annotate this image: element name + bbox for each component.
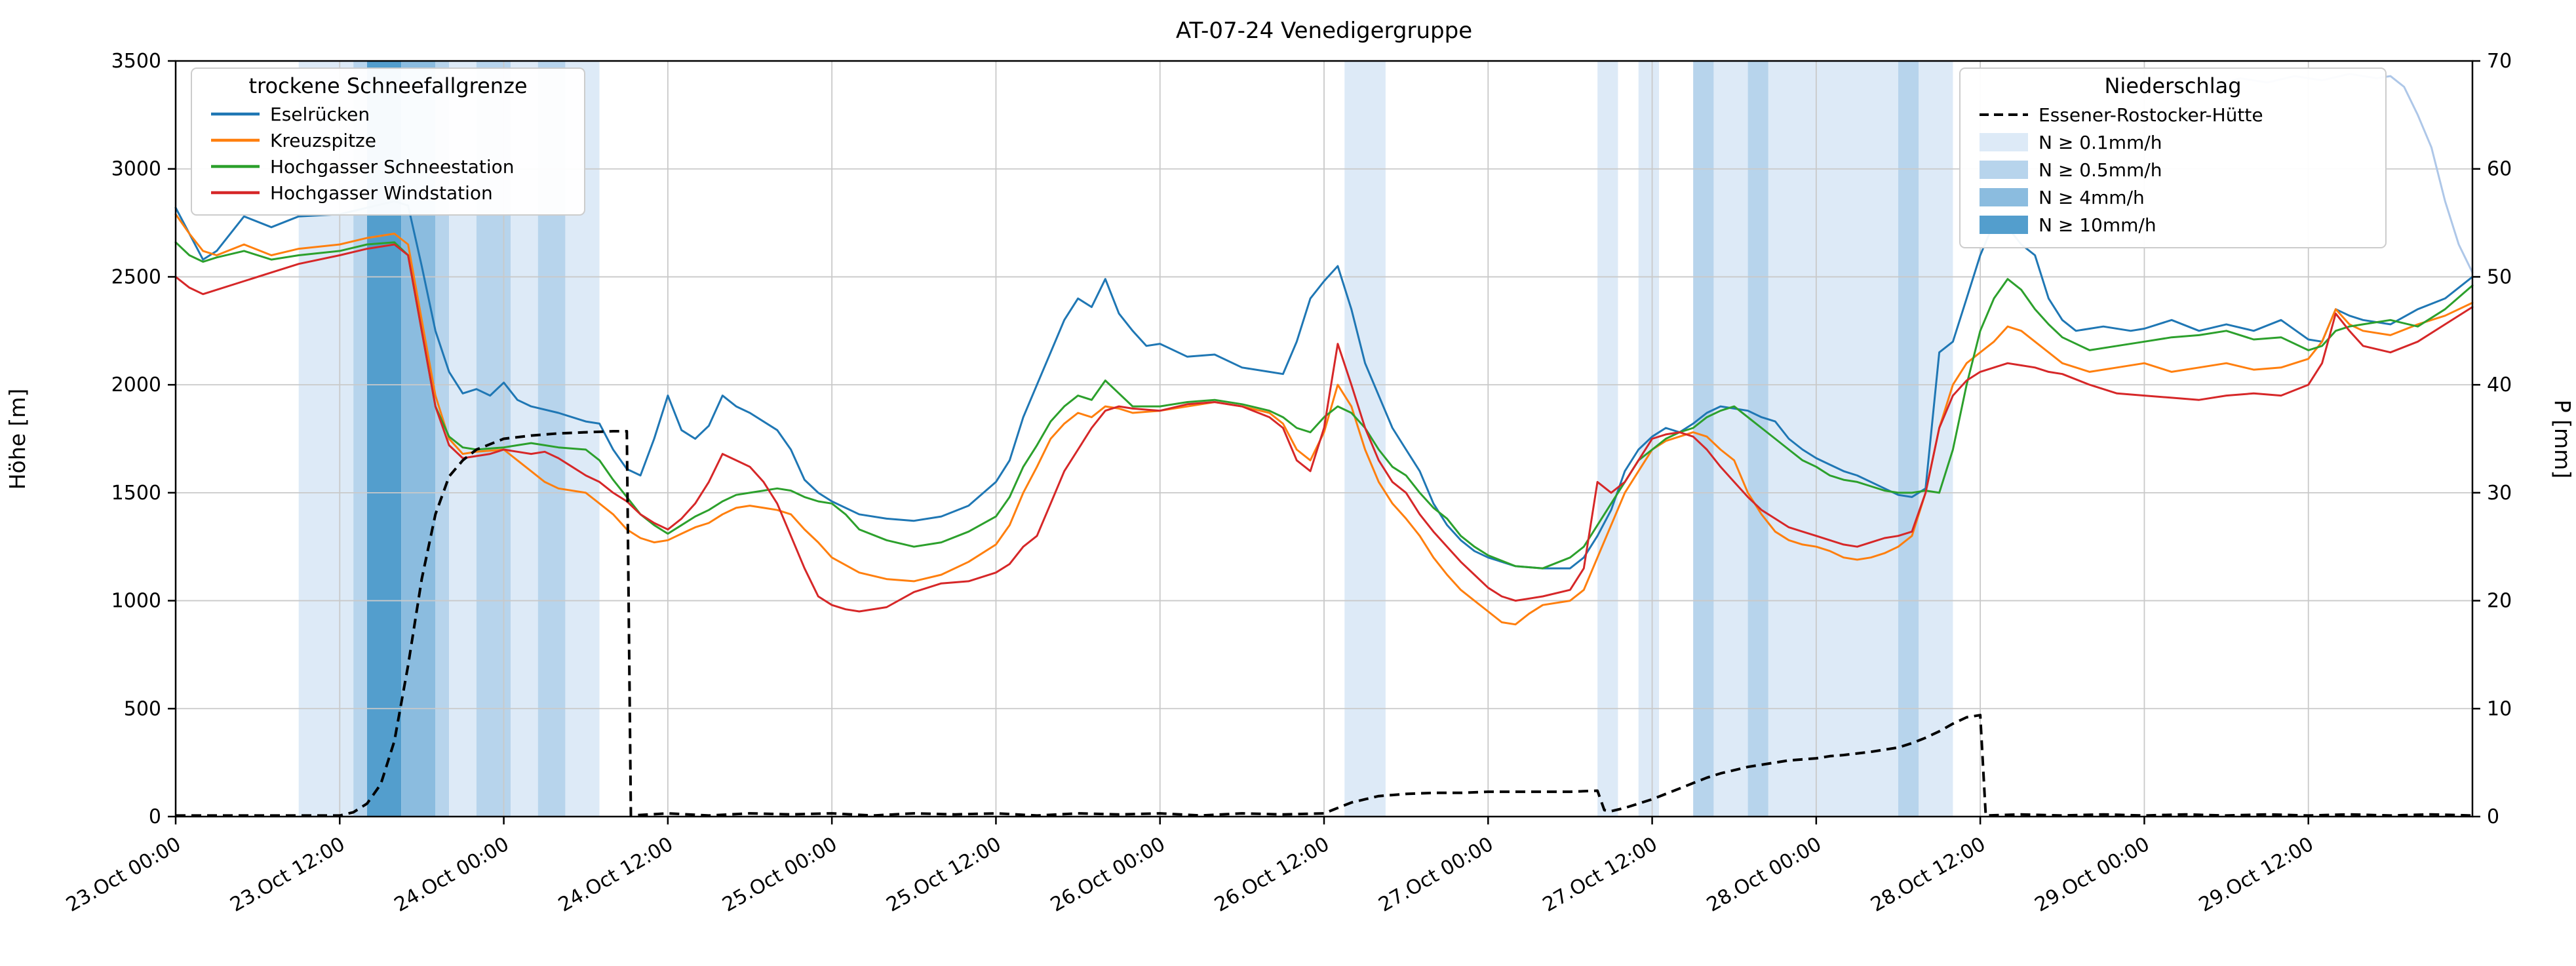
- x-tick-label: 29.Oct 00:00: [2031, 833, 2154, 917]
- y-axis-label-right: P [mm]: [2550, 400, 2575, 478]
- legend-band-swatch: [1980, 188, 2028, 206]
- x-tick-label: 27.Oct 12:00: [1539, 833, 1662, 917]
- legend-item-label: N ≥ 0.1mm/h: [2039, 132, 2162, 153]
- precip-band: [1919, 61, 1953, 817]
- legend-item-label: Essener-Rostocker-Hütte: [2039, 104, 2263, 126]
- x-tick-label: 29.Oct 12:00: [2195, 833, 2318, 917]
- legend-snowline: trockene Schneefallgrenze Eselrücken Kreuz…: [191, 68, 585, 216]
- x-tick-label: 28.Oct 12:00: [1867, 833, 1989, 917]
- precip-dashed-line: [176, 430, 2473, 817]
- series-line-hochgasser-schneestation: [174, 241, 2474, 570]
- legend-band-swatch: [1980, 161, 2028, 179]
- y-axis-label-left: Höhe [m]: [5, 389, 30, 490]
- precip-band: [1747, 61, 1768, 817]
- legend-frame: [191, 68, 585, 216]
- x-tick-label: 24.Oct 00:00: [391, 833, 513, 917]
- y-tick-label-right: 60: [2487, 158, 2512, 181]
- series-line-hochgasser-windstation: [174, 243, 2474, 613]
- y-tick-label-left: 1500: [111, 482, 161, 505]
- legend-band-swatch: [1980, 216, 2028, 234]
- x-tick-label: 25.Oct 12:00: [883, 833, 1005, 917]
- legend-item-label: N ≥ 4mm/h: [2039, 187, 2145, 208]
- x-tick-label: 26.Oct 00:00: [1047, 833, 1169, 917]
- x-tick-label: 23.Oct 00:00: [62, 833, 185, 917]
- chart-title: AT-07-24 Venedigergruppe: [1176, 18, 1472, 44]
- y-tick-label-left: 2000: [111, 374, 161, 396]
- y-tick-label-left: 0: [149, 805, 161, 828]
- legend-precip: Niederschlag Essener-Rostocker-Hütte N ≥ 0…: [1959, 68, 2387, 248]
- y-tick-label-right: 20: [2487, 590, 2512, 613]
- legend-title: Niederschlag: [2104, 73, 2241, 98]
- x-tick-label: 24.Oct 12:00: [555, 833, 677, 917]
- y-tick-label-right: 30: [2487, 482, 2512, 505]
- x-tick-label: 28.Oct 00:00: [1703, 833, 1825, 917]
- y-tick-label-right: 0: [2487, 805, 2499, 828]
- x-tick-label: 23.Oct 12:00: [226, 833, 349, 917]
- legend-item-label: Hochgasser Schneestation: [270, 156, 515, 178]
- y-tick-label-right: 10: [2487, 697, 2512, 720]
- legend-frame: [1959, 68, 2387, 248]
- legend-item-label: Eselrücken: [270, 104, 370, 125]
- legend-item-label: N ≥ 10mm/h: [2039, 214, 2156, 236]
- precip-band: [435, 61, 450, 817]
- legend-title: trockene Schneefallgrenze: [248, 73, 527, 98]
- precip-band: [1597, 61, 1618, 817]
- x-tick-label: 26.Oct 12:00: [1211, 833, 1333, 917]
- legend-item-label: Hochgasser Windstation: [270, 182, 493, 204]
- y-tick-label-left: 500: [124, 697, 161, 720]
- legend-band-swatch: [1980, 133, 2028, 151]
- precip-band: [1344, 61, 1386, 817]
- legend-item-label: N ≥ 0.5mm/h: [2039, 159, 2162, 181]
- y-tick-label-right: 40: [2487, 374, 2512, 396]
- series-line-kreuzspitze: [174, 213, 2474, 626]
- y-tick-label-left: 2500: [111, 265, 161, 288]
- y-tick-label-right: 50: [2487, 265, 2512, 288]
- y-tick-label-left: 1000: [111, 590, 161, 613]
- x-tick-label: 27.Oct 00:00: [1375, 833, 1497, 917]
- y-tick-label-right: 70: [2487, 50, 2512, 73]
- precip-band: [1713, 61, 1748, 817]
- y-tick-label-left: 3000: [111, 158, 161, 181]
- y-tick-label-left: 3500: [111, 50, 161, 73]
- precip-band: [1898, 61, 1919, 817]
- x-tick-label: 25.Oct 00:00: [718, 833, 841, 917]
- legend-item-label: Kreuzspitze: [270, 130, 376, 151]
- plot-area: 0 500 1000 1500 2000 2500 3000 3500 0 10 20 30 40 50 6…: [62, 50, 2512, 917]
